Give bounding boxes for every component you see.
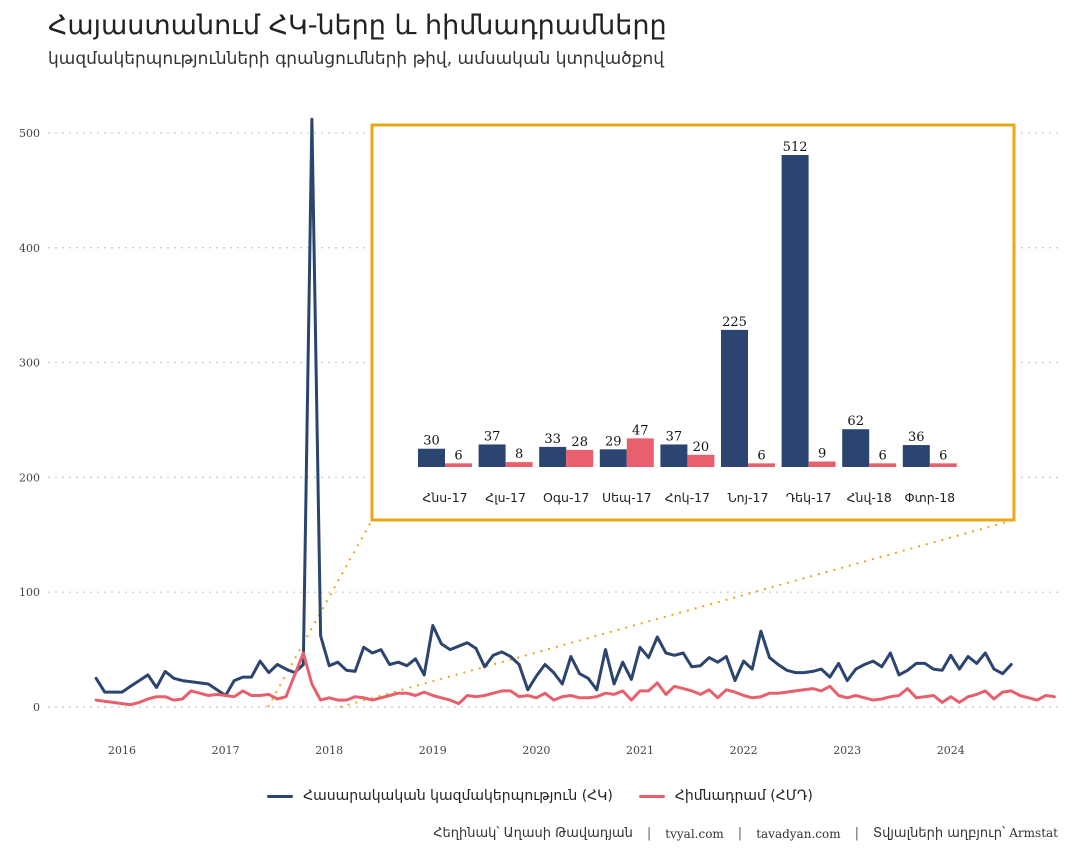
inset-data-label: 28 bbox=[571, 435, 588, 450]
inset-data-label: 29 bbox=[605, 434, 622, 449]
inset-bar-fund bbox=[869, 463, 897, 467]
credits: Հեղինակ՝ Աղասի Թավադյան | tvyal.com | ta… bbox=[433, 826, 1058, 841]
inset-category-label: Դեկ-17 bbox=[786, 490, 832, 505]
inset-data-label: 225 bbox=[722, 315, 747, 330]
inset-category-label: Հոկ-17 bbox=[665, 490, 710, 505]
credit-author: Հեղինակ՝ Աղասի Թավադյան bbox=[433, 826, 633, 841]
x-tick-label: 2020 bbox=[522, 744, 550, 757]
inset-data-label: 30 bbox=[423, 434, 440, 449]
inset-category-label: Նոյ-17 bbox=[728, 490, 769, 505]
x-tick-label: 2016 bbox=[108, 744, 136, 757]
legend-item-ngo: Հասարակական կազմակերպություն (ՀԿ) bbox=[267, 788, 613, 804]
inset-data-label: 20 bbox=[693, 440, 710, 455]
legend-swatch-fund bbox=[638, 794, 665, 798]
y-tick-label: 0 bbox=[33, 701, 40, 714]
x-tick-label: 2023 bbox=[833, 744, 861, 757]
x-tick-label: 2019 bbox=[419, 744, 447, 757]
inset-data-label: 8 bbox=[515, 447, 523, 462]
inset-category-label: Փտր-18 bbox=[904, 490, 955, 505]
y-tick-label: 100 bbox=[19, 586, 40, 599]
credit-separator: | bbox=[646, 826, 652, 841]
credit-source-label: Տվյալների աղբյուր՝ bbox=[872, 826, 1006, 841]
credit-site-2: tavadyan.com bbox=[756, 826, 841, 841]
series-line-ngo bbox=[94, 117, 1013, 697]
inset-bar-ngo bbox=[781, 155, 809, 467]
x-tick-label: 2017 bbox=[212, 744, 240, 757]
inset-category-label: Հնս-17 bbox=[422, 490, 467, 505]
x-tick-label: 2021 bbox=[626, 744, 654, 757]
y-tick-label: 200 bbox=[19, 471, 40, 484]
credit-site-1: tvyal.com bbox=[665, 826, 724, 841]
x-tick-label: 2024 bbox=[937, 744, 965, 757]
inset-category-label: Սեպ-17 bbox=[602, 490, 652, 505]
inset-category-label: Օգս-17 bbox=[543, 490, 589, 505]
y-tick-label: 300 bbox=[19, 357, 40, 370]
inset-data-label: 37 bbox=[666, 429, 683, 444]
inset-data-label: 6 bbox=[757, 448, 765, 463]
inset-connector-right bbox=[339, 519, 1015, 708]
inset-bar-fund bbox=[808, 461, 836, 467]
inset-bar-ngo bbox=[902, 445, 930, 467]
inset-data-label: 512 bbox=[783, 140, 808, 155]
inset-bar-ngo bbox=[418, 448, 445, 467]
legend: Հասարակական կազմակերպություն (ՀԿ) Հիմնադ… bbox=[0, 788, 1080, 804]
inset-bar-fund bbox=[505, 462, 533, 467]
chart-subtitle: կազմակերպությունների գրանցումների թիվ, ա… bbox=[48, 49, 665, 69]
inset-data-label: 36 bbox=[908, 430, 925, 445]
credit-separator: | bbox=[737, 826, 743, 841]
inset-category-label: Հնվ-18 bbox=[847, 490, 892, 505]
chart-area: 0 100 200 300 400 500 2016 2017 2018 2019 2020 2021… bbox=[19, 117, 1060, 757]
y-tick-label: 500 bbox=[19, 127, 40, 140]
inset-bar-ngo bbox=[842, 429, 870, 467]
inset-bar-ngo bbox=[539, 446, 567, 467]
legend-label-ngo: Հասարակական կազմակերպություն (ՀԿ) bbox=[303, 788, 613, 804]
x-tick-label: 2022 bbox=[730, 744, 758, 757]
legend-item-fund: Հիմնադրամ (ՀՄԴ) bbox=[638, 788, 813, 804]
credit-source: Armstat bbox=[1009, 826, 1058, 840]
credit-separator: | bbox=[854, 826, 859, 841]
inset-bar-ngo bbox=[478, 444, 506, 467]
inset-data-label: 33 bbox=[544, 432, 561, 447]
inset-data-label: 6 bbox=[454, 448, 462, 463]
inset-data-label: 6 bbox=[879, 448, 887, 463]
series-line-fund bbox=[94, 651, 1056, 707]
inset-bar-fund bbox=[748, 463, 775, 467]
inset-bar-fund bbox=[445, 463, 472, 467]
y-tick-label: 400 bbox=[19, 242, 40, 255]
inset-data-label: 9 bbox=[818, 447, 826, 462]
x-tick-label: 2018 bbox=[315, 744, 343, 757]
inset-bar-ngo bbox=[660, 444, 688, 467]
inset-bar-fund bbox=[929, 463, 957, 467]
inset-bar-fund bbox=[566, 449, 594, 467]
inset-bar-ngo bbox=[599, 449, 627, 467]
inset-bar-fund bbox=[626, 438, 654, 467]
inset-category-label: Հլս-17 bbox=[485, 490, 526, 505]
legend-label-fund: Հիմնադրամ (ՀՄԴ) bbox=[674, 788, 813, 804]
legend-swatch-ngo bbox=[267, 794, 294, 798]
inset-bar-fund bbox=[687, 454, 715, 467]
inset-data-label: 6 bbox=[939, 448, 947, 463]
inset-bar-ngo bbox=[721, 329, 748, 467]
chart-title: Հայաստանում ՀԿ-ները և հիմնադրամները bbox=[48, 10, 667, 41]
inset-data-label: 62 bbox=[847, 414, 864, 429]
inset-data-label: 47 bbox=[632, 423, 649, 438]
inset-data-label: 37 bbox=[484, 429, 501, 444]
